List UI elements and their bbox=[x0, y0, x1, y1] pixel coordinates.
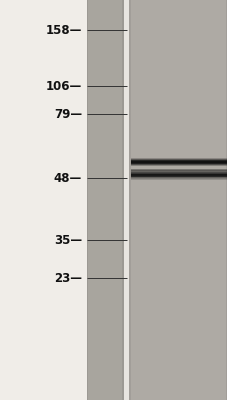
Text: 158—: 158— bbox=[45, 24, 82, 36]
Text: 48—: 48— bbox=[54, 172, 82, 184]
Text: 79—: 79— bbox=[54, 108, 82, 120]
Bar bbox=[86, 0, 88, 400]
Bar bbox=[128, 0, 130, 400]
Bar bbox=[122, 0, 124, 400]
Bar bbox=[124, 0, 128, 400]
Bar bbox=[225, 0, 227, 400]
Bar bbox=[128, 0, 227, 400]
Text: 106—: 106— bbox=[46, 80, 82, 92]
Bar bbox=[86, 0, 124, 400]
Text: 23—: 23— bbox=[54, 272, 82, 284]
Bar bbox=[0, 0, 86, 400]
Text: 35—: 35— bbox=[54, 234, 82, 246]
